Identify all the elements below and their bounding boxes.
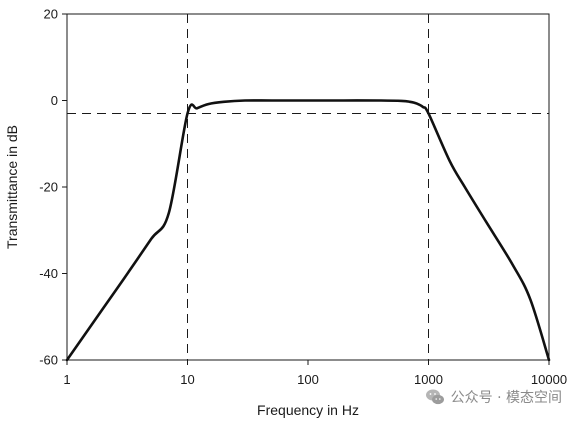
reference-lines — [67, 14, 549, 360]
y-tick-label: -60 — [39, 353, 58, 368]
y-tick-label: 0 — [51, 93, 58, 108]
x-tick-label: 1 — [63, 372, 70, 387]
series-line — [65, 99, 551, 362]
watermark: 公众号 · 模态空间 — [425, 387, 562, 407]
watermark-text: 公众号 · 模态空间 — [450, 390, 562, 406]
y-axis-label: Transmittance in dB — [4, 125, 20, 249]
y-tick-label: 20 — [44, 7, 58, 22]
x-axis-ticks: 1 10 100 1000 10000 — [63, 360, 567, 387]
wechat-icon — [425, 389, 444, 405]
x-tick-label: 1000 — [414, 372, 443, 387]
y-tick-label: -40 — [39, 266, 58, 281]
x-tick-label: 10 — [180, 372, 194, 387]
x-tick-label: 100 — [297, 372, 319, 387]
y-axis-ticks: -60 -40 -20 0 20 — [39, 7, 67, 368]
y-tick-label: -20 — [39, 180, 58, 195]
plot-frame — [66, 13, 550, 361]
x-axis-label: Frequency in Hz — [257, 402, 359, 418]
x-tick-label: 10000 — [531, 372, 567, 387]
